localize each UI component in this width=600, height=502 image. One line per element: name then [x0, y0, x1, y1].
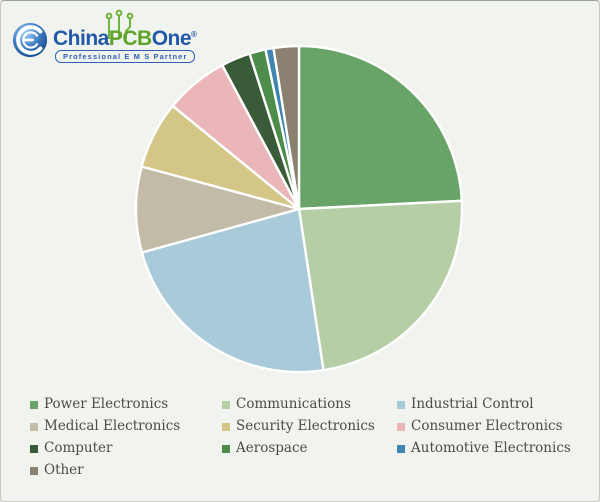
legend-item-medical-electronics: Medical Electronics [30, 419, 222, 434]
logo-wordmark: ChinaPCBOne® [53, 27, 197, 51]
chinapcbone-logo[interactable]: ChinaPCBOne® Professional E M S Partner [9, 9, 197, 65]
legend-label: Other [44, 462, 84, 478]
legend-item-consumer-electronics: Consumer Electronics [397, 419, 592, 434]
legend-swatch-icon [397, 444, 405, 453]
legend-swatch-icon [222, 422, 230, 431]
pie-svg [134, 44, 464, 374]
pie-slice-medical-electronics [134, 165, 301, 254]
legend-swatch-icon [30, 444, 38, 453]
legend-label: Communications [236, 396, 351, 412]
pie-slice-power-electronics [297, 44, 463, 211]
legend-swatch-icon [30, 422, 38, 431]
legend-label: Security Electronics [236, 418, 375, 434]
pie-slice-industrial-control [140, 207, 325, 374]
legend-item-other: Other [30, 463, 222, 478]
legend-swatch-icon [222, 444, 230, 453]
legend-label: Computer [44, 440, 113, 456]
pie-slice-other [272, 44, 301, 211]
pie-slice-communications [297, 199, 464, 372]
logo-emblem-icon [12, 22, 48, 58]
legend-label: Aerospace [236, 440, 308, 456]
legend-item-power-electronics: Power Electronics [30, 397, 222, 412]
legend-label: Power Electronics [44, 396, 169, 412]
legend-label: Consumer Electronics [411, 418, 563, 434]
legend-item-computer: Computer [30, 441, 222, 456]
circuit-traces-icon [105, 9, 134, 39]
logo-tagline: Professional E M S Partner [55, 50, 196, 63]
legend-swatch-icon [397, 422, 405, 431]
legend-item-aerospace: Aerospace [222, 441, 397, 456]
legend-item-security-electronics: Security Electronics [222, 419, 397, 434]
logo-word-one: One [151, 27, 192, 50]
legend-label: Industrial Control [411, 396, 534, 412]
chart-legend: Power Electronics Communications Industria… [30, 397, 592, 478]
legend-label: Automotive Electronics [411, 440, 571, 456]
legend-item-automotive-electronics: Automotive Electronics [397, 441, 592, 456]
logo-word-pcb: PCB [108, 27, 152, 50]
legend-swatch-icon [222, 400, 230, 409]
legend-item-communications: Communications [222, 397, 397, 412]
legend-swatch-icon [30, 466, 38, 475]
legend-swatch-icon [397, 400, 405, 409]
pie-chart [131, 41, 467, 377]
legend-item-industrial-control: Industrial Control [397, 397, 592, 412]
legend-label: Medical Electronics [44, 418, 181, 434]
logo-word-china: China [53, 27, 109, 50]
registered-trademark-icon: ® [191, 30, 197, 39]
legend-swatch-icon [30, 400, 38, 409]
